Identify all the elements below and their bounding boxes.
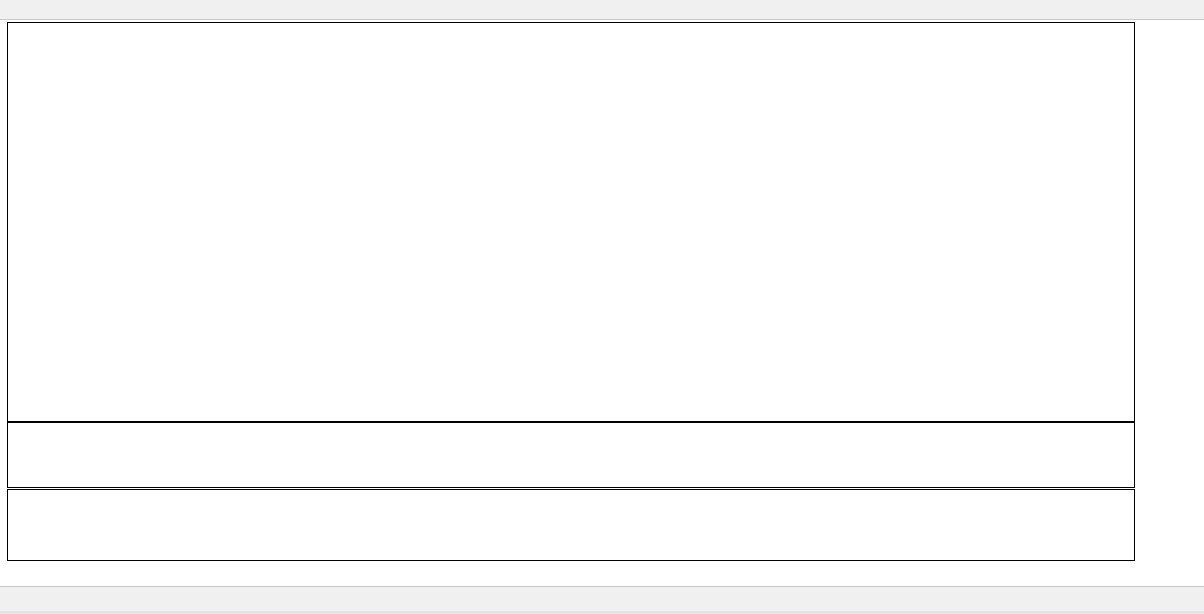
price-chart-pane[interactable]	[7, 22, 1135, 422]
date-axis	[7, 562, 1135, 584]
price-candlestick-chart	[8, 23, 1134, 421]
chart-tab-bar	[0, 586, 1204, 614]
macd-chart	[8, 423, 1134, 487]
rsi-pane[interactable]	[7, 489, 1135, 561]
rsi-chart	[8, 490, 1134, 560]
macd-pane[interactable]	[7, 422, 1135, 488]
timeframe-toolbar	[0, 0, 1204, 20]
